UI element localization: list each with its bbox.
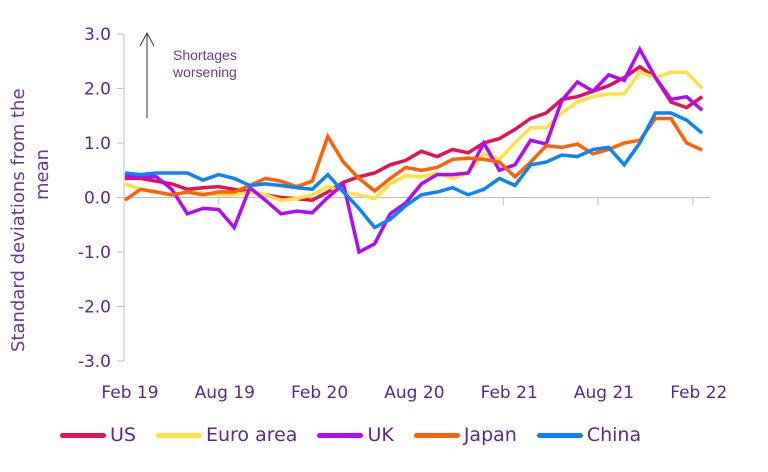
- y-tick-label: -3.0: [78, 352, 111, 372]
- series-lines: [123, 45, 704, 255]
- series-line-japan: [123, 116, 703, 202]
- y-tick-label: -1.0: [78, 243, 111, 263]
- legend-label: Japan: [463, 424, 517, 446]
- y-axis-title-line1: Standard deviations from the: [8, 88, 29, 352]
- y-axis-title-line2: mean: [32, 149, 53, 200]
- x-tick-label: Feb 19: [101, 383, 158, 403]
- legend: US Euro area UK Japan China: [60, 424, 641, 446]
- x-tick-label: Aug 20: [384, 383, 444, 403]
- legend-label: China: [586, 424, 642, 446]
- x-tick-label: Feb 20: [291, 383, 348, 403]
- legend-item-japan: Japan: [413, 424, 517, 446]
- legend-swatch: [536, 432, 583, 438]
- y-tick-label: 3.0: [84, 25, 111, 45]
- x-tick-label: Feb 22: [670, 383, 727, 403]
- legend-swatch: [413, 432, 460, 438]
- legend-swatch: [317, 432, 364, 438]
- x-tick-label: Feb 21: [481, 383, 538, 403]
- legend-item-china: China: [536, 424, 642, 446]
- y-tick-label: 2.0: [84, 80, 111, 100]
- legend-swatch: [60, 432, 106, 438]
- series-line-euro-area: [124, 70, 704, 202]
- series-line-uk: [124, 45, 704, 255]
- legend-item-euro-area: Euro area: [155, 424, 298, 446]
- annotation-line1: Shortages: [173, 47, 237, 63]
- y-axis: 3.0 2.0 1.0 0.0 -1.0 -2.0 -3.0: [78, 25, 125, 372]
- series-line-us: [125, 64, 704, 202]
- y-tick-label: 1.0: [84, 134, 111, 154]
- x-tick-label: Aug 19: [195, 383, 255, 403]
- annotation-line2: worsening: [172, 64, 237, 80]
- legend-item-us: US: [60, 424, 136, 446]
- y-tick-label: -2.0: [78, 298, 111, 318]
- legend-swatch: [155, 432, 202, 438]
- x-tick-label: Aug 21: [574, 383, 634, 403]
- legend-label: Euro area: [205, 424, 298, 446]
- legend-label: US: [110, 424, 136, 446]
- series-line-china: [124, 111, 704, 230]
- legend-label: UK: [367, 424, 394, 446]
- legend-item-uk: UK: [317, 424, 394, 446]
- arrow-head-icon: [139, 31, 155, 47]
- x-axis: Feb 19 Aug 19 Feb 20 Aug 20 Feb 21 Aug 21 Feb …: [101, 197, 727, 403]
- y-tick-label: 0.0: [84, 189, 111, 209]
- annotation-arrow: [139, 31, 155, 118]
